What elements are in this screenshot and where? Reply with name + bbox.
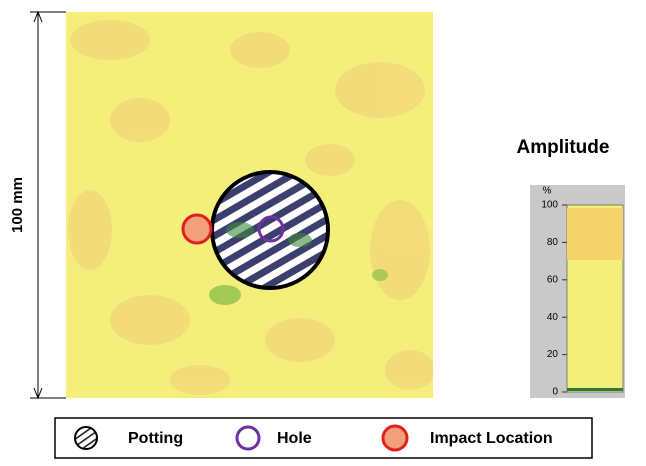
scan-image	[66, 12, 433, 398]
colorbar-tick-label: 60	[547, 274, 559, 285]
legend-label: Potting	[128, 430, 183, 447]
dimension	[30, 10, 66, 400]
legend-label: Hole	[277, 430, 312, 447]
colorbar-unit: %	[543, 186, 552, 197]
colorbar-tick-label: 80	[547, 237, 559, 248]
legend: Potting Hole Impact Location	[54, 417, 593, 459]
legend-label: Impact Location	[430, 430, 553, 447]
colorbar-tick-label: 0	[552, 387, 558, 398]
colorbar-tick-label: 40	[547, 312, 559, 323]
dimension-label: 100 mm	[9, 177, 26, 233]
colorbar-tick-label: 20	[547, 349, 559, 360]
colorbar-tick-label: 100	[541, 200, 558, 211]
colorbar-title: Amplitude	[517, 137, 610, 158]
colorbar	[566, 204, 624, 393]
